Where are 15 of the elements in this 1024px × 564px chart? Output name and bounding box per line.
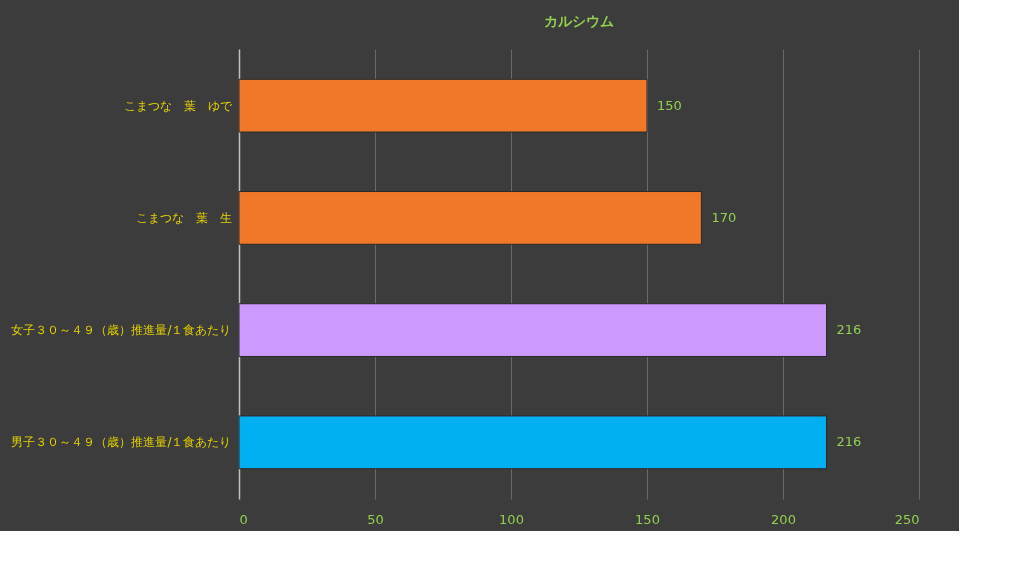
x-tick-label: 150 <box>635 511 660 527</box>
y-tick-label: こまつな 葉 生 <box>135 210 232 225</box>
data-label: 150 <box>657 97 682 113</box>
x-tick-label: 50 <box>367 511 384 527</box>
x-tick-label: 100 <box>499 511 524 527</box>
chart-title: カルシウム <box>544 13 614 29</box>
data-label: 216 <box>836 322 862 338</box>
x-tick-label: 200 <box>771 511 796 527</box>
y-tick-label: こまつな 葉 ゆで <box>123 98 233 113</box>
x-tick-label: 250 <box>894 511 920 527</box>
data-label: 170 <box>711 209 737 225</box>
y-tick-label: 女子３０～４９（歳）推進量/１食あたり <box>11 323 232 338</box>
y-tick-label: 男子３０～４９（歳）推進量/１食あたり <box>11 435 232 450</box>
data-label: 216 <box>836 434 862 450</box>
x-tick-label: 0 <box>239 511 248 527</box>
